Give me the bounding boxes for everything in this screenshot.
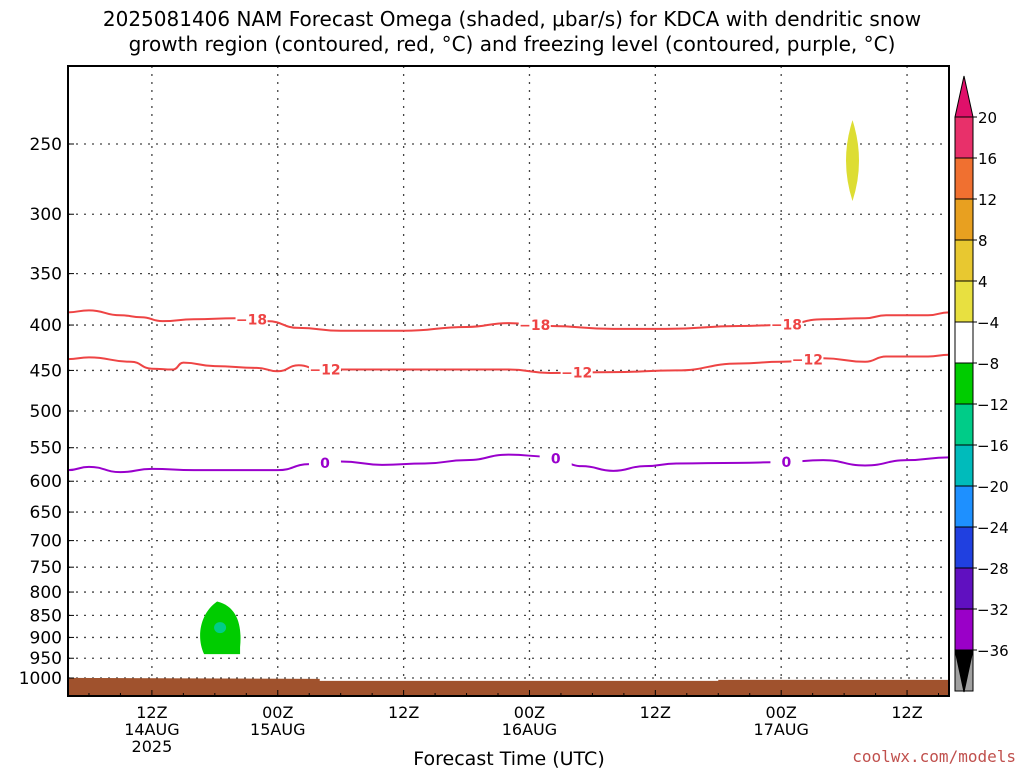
- plot-frame: [67, 65, 950, 697]
- x-tick-label: 14AUG: [124, 720, 179, 739]
- contour-line-minus12: [68, 353, 949, 374]
- contour-label-bg: [518, 315, 551, 334]
- colorbar-swatch: [954, 116, 974, 159]
- contour-label: −18: [236, 313, 267, 329]
- colorbar-legend: 20 16 12 8 4 −4 −8 −12 −16 −20 −24 −28 −32 −36: [954, 75, 1009, 693]
- x-tick-label: 17AUG: [753, 720, 808, 739]
- chart-title-line1: 2025081406 NAM Forecast Omega (shaded, μ…: [102, 7, 922, 31]
- contour-label: 0: [782, 455, 792, 471]
- contour-label: 0: [320, 456, 330, 472]
- colorbar-swatch: [954, 198, 974, 241]
- y-tick-label: 400: [30, 316, 62, 336]
- x-tick-label: 12Z: [891, 703, 922, 722]
- y-tick-label: 750: [30, 558, 62, 578]
- y-axis: 2503003504004505005506006507007508008509…: [19, 135, 74, 689]
- y-tick-label: 900: [30, 628, 62, 648]
- y-tick-label: 600: [30, 472, 62, 492]
- omega-shading: [68, 120, 949, 696]
- x-tick-label: 2025: [132, 737, 173, 756]
- colorbar-label: 12: [978, 191, 997, 209]
- omega-positive-area: [846, 120, 860, 202]
- y-tick-label: 350: [30, 265, 62, 285]
- colorbar-label: −16: [977, 437, 1009, 455]
- x-tick-label: 16AUG: [502, 720, 557, 739]
- contour-line-0: [68, 453, 949, 474]
- colorbar-label: −28: [977, 560, 1009, 578]
- grid-lines: [68, 66, 949, 696]
- contour-label-bg: [770, 452, 803, 471]
- colorbar-label: 16: [978, 150, 997, 168]
- y-tick-label: 650: [30, 503, 62, 523]
- x-tick-label: 00Z: [766, 703, 797, 722]
- colorbar-swatch: [954, 485, 974, 528]
- contour-label-bg: [308, 453, 341, 472]
- x-tick-label: 00Z: [262, 703, 293, 722]
- colorbar-swatch: [954, 239, 974, 282]
- contour-label: −18: [771, 317, 802, 333]
- x-tick-label: 12Z: [136, 703, 167, 722]
- colorbar-label: −12: [977, 396, 1009, 414]
- omega-strong-negative-area: [214, 622, 227, 634]
- chart-title-line2: growth region (contoured, red, °C) and f…: [128, 32, 896, 56]
- colorbar-label: −32: [977, 601, 1009, 619]
- y-tick-label: 800: [30, 583, 62, 603]
- x-tick-label: 00Z: [514, 703, 545, 722]
- contour-label-bg: [308, 360, 341, 379]
- colorbar-swatch: [954, 362, 974, 405]
- colorbar-label: 4: [978, 273, 988, 291]
- x-tick-label: 12Z: [640, 703, 671, 722]
- y-tick-label: 500: [30, 402, 62, 422]
- contour-label: −12: [309, 363, 340, 379]
- colorbar-label: 20: [978, 109, 997, 127]
- colorbar-label: −24: [977, 519, 1009, 537]
- colorbar-swatch: [954, 526, 974, 569]
- y-tick-label: 950: [30, 649, 62, 669]
- y-tick-label: 450: [30, 361, 62, 381]
- colorbar-label: −20: [977, 478, 1009, 496]
- colorbar-swatch: [954, 403, 974, 446]
- x-axis-title: Forecast Time (UTC): [413, 748, 604, 768]
- colorbar-top-arrow: [954, 75, 974, 118]
- y-tick-label: 850: [30, 606, 62, 626]
- colorbar-swatch: [954, 157, 974, 200]
- y-tick-label: 700: [30, 532, 62, 552]
- colorbar-swatch: [954, 321, 974, 364]
- watermark-text: coolwx.com/models: [852, 747, 1016, 766]
- colorbar-swatch: [954, 608, 974, 651]
- contour-label-bg: [791, 350, 824, 369]
- colorbar-swatch: [954, 567, 974, 610]
- contour-label: 0: [551, 451, 561, 467]
- x-tick-label: 12Z: [388, 703, 419, 722]
- contour-label-bg: [235, 310, 268, 329]
- contour-line-minus18: [68, 309, 949, 332]
- contour-label-bg: [539, 449, 572, 468]
- x-tick-label: 15AUG: [250, 720, 305, 739]
- contour-lines: −18 −18 −18 −12 −12 −12 0 0 0: [68, 309, 949, 474]
- colorbar-bottom-arrow: [954, 649, 974, 693]
- contour-label: −18: [519, 318, 550, 334]
- surface-ground-fill: [68, 677, 949, 696]
- colorbar-label: −36: [977, 642, 1009, 660]
- y-tick-label: 300: [30, 205, 62, 225]
- contour-label: −12: [561, 366, 592, 382]
- colorbar-label: −8: [977, 355, 999, 373]
- contour-label-bg: [770, 315, 803, 334]
- colorbar-label: 8: [978, 232, 988, 250]
- colorbar-label: −4: [977, 314, 999, 332]
- colorbar-swatch: [954, 280, 974, 323]
- contour-label: −12: [792, 353, 823, 369]
- y-tick-label: 550: [30, 439, 62, 459]
- y-tick-label: 1000: [19, 669, 62, 689]
- y-tick-label: 250: [30, 135, 62, 155]
- contour-label-bg: [560, 363, 593, 382]
- colorbar-swatch: [954, 444, 974, 487]
